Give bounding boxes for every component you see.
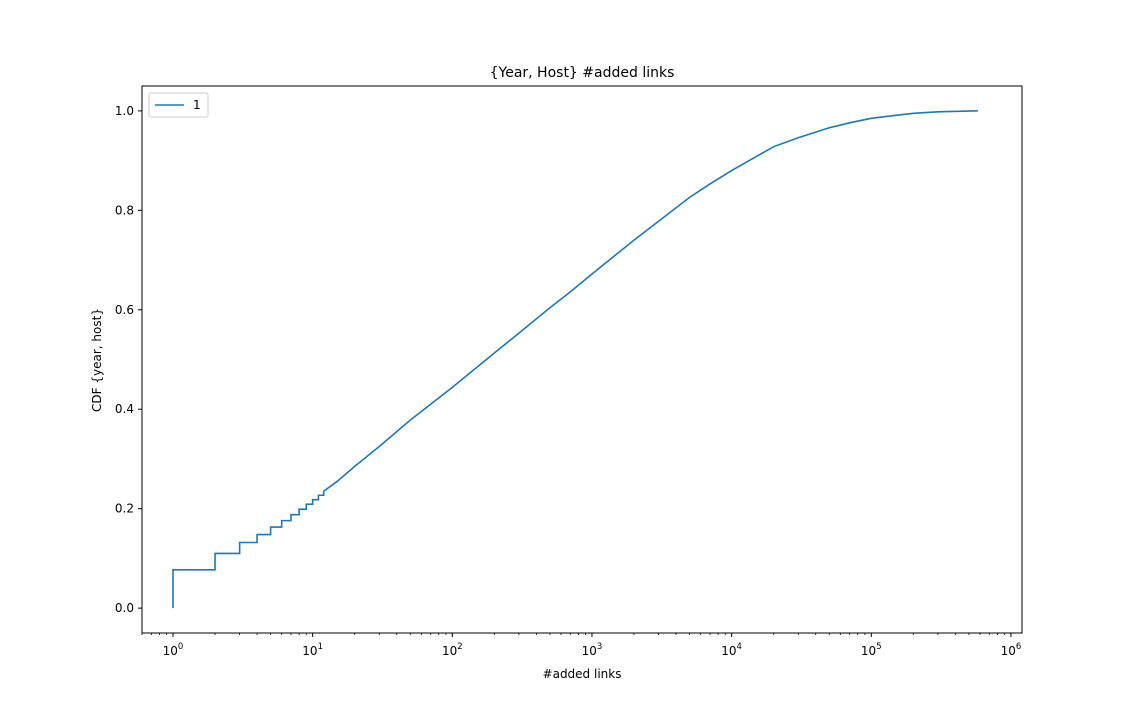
- y-tick-label: 0.0: [115, 601, 134, 615]
- x-tick-label: 102: [442, 642, 463, 658]
- series-line: [172, 110, 978, 609]
- y-tick-label: 0.4: [115, 402, 134, 416]
- x-tick-label: 101: [302, 642, 323, 658]
- y-tick-label: 1.0: [115, 104, 134, 118]
- x-tick-label: 100: [163, 642, 184, 658]
- x-tick-label: 103: [582, 642, 603, 658]
- y-axis: 0.0 0.2 0.4 0.6 0.8 1.0: [115, 104, 142, 615]
- y-axis-label: CDF {year, host}: [90, 308, 104, 412]
- x-tick-label: 106: [1001, 642, 1022, 658]
- x-tick-label: 105: [861, 642, 882, 658]
- y-tick-label: 0.6: [115, 303, 134, 317]
- y-tick-label: 0.2: [115, 502, 134, 516]
- y-tick-label: 0.8: [115, 203, 134, 217]
- legend: 1: [148, 92, 209, 118]
- x-axis-label: #added links: [543, 667, 622, 681]
- x-tick-label: 104: [721, 642, 742, 658]
- x-axis: 100 101 102 103 104 105 106: [141, 633, 1022, 658]
- chart-title: {Year, Host} #added links: [490, 65, 675, 81]
- plot-frame: [141, 85, 1023, 634]
- legend-label: 1: [193, 98, 201, 112]
